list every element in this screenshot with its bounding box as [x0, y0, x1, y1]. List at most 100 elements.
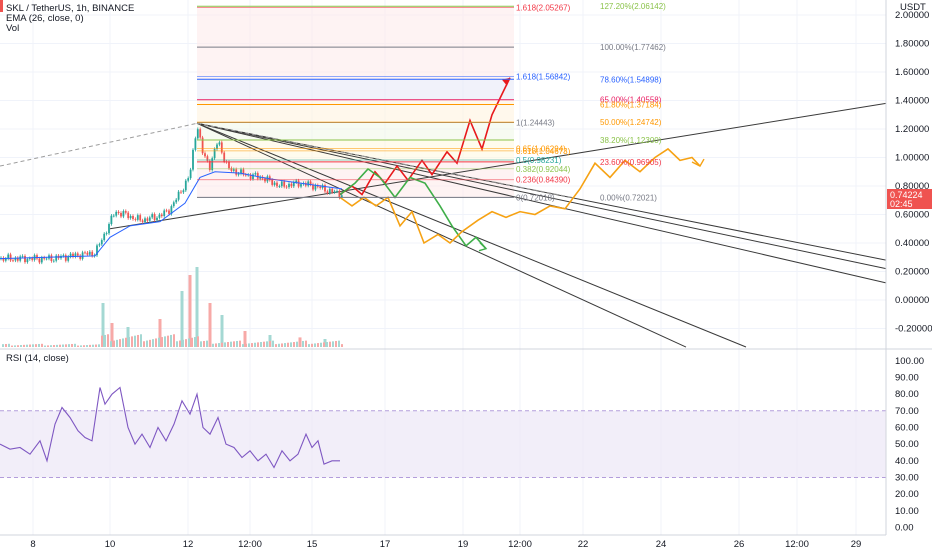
legend-symbol[interactable]: SKL / TetherUS, 1h, BINANCE: [6, 3, 134, 14]
volume-bar: [209, 344, 211, 347]
rsi-tick-label: 100.00: [895, 356, 924, 367]
volume-bar: [188, 275, 192, 347]
volume-bar: [287, 342, 289, 347]
candle-body: [244, 174, 247, 176]
candle-body: [314, 185, 317, 190]
fib-level-label: 50.00%(1.24742): [600, 118, 662, 127]
fib-level-label: 61.80%(1.37184): [600, 101, 662, 110]
candle-body: [136, 215, 139, 220]
candle-body: [309, 181, 312, 185]
volume-bar: [155, 338, 157, 347]
volume-bar: [278, 343, 280, 347]
orange-arrowhead: [691, 158, 705, 167]
rsi-tick-label: 0.00: [895, 523, 914, 534]
time-tick-label: 17: [380, 539, 391, 550]
trendline: [196, 122, 687, 348]
volume-bar: [5, 343, 7, 347]
volume-bar: [302, 340, 304, 347]
candle-body: [36, 255, 38, 259]
candle-body: [175, 199, 178, 203]
candle-body: [64, 255, 67, 261]
candle-body: [196, 129, 199, 139]
price-tick-label: 0.20000: [895, 267, 929, 278]
volume-bar: [74, 343, 76, 347]
last-price-value: 0.74224: [890, 190, 923, 200]
candle-body: [127, 212, 130, 219]
volume-layer: [2, 267, 343, 347]
candle-body: [168, 210, 170, 214]
time-tick-label: 22: [578, 539, 589, 550]
candle-body: [242, 169, 245, 175]
candle-body: [228, 161, 230, 169]
candle-body: [256, 173, 259, 179]
volume-bar: [248, 343, 250, 347]
volume-bar: [32, 344, 34, 347]
fib-retracement-label: 0.5(0.98231): [516, 156, 562, 165]
candle-body: [213, 149, 216, 159]
candle-body: [7, 254, 10, 259]
fib-zone: [197, 122, 514, 140]
fib-zone: [197, 99, 514, 105]
candle-body: [333, 191, 336, 193]
candle-body: [108, 224, 110, 234]
volume-bar: [116, 339, 118, 347]
fib-retracement-label: 1.618(1.56842): [516, 73, 571, 82]
volume-bar: [167, 335, 169, 347]
candle-body: [124, 211, 127, 213]
price-tick-label: 1.00000: [895, 153, 929, 164]
volume-bar: [305, 340, 307, 347]
fib-retracement-label: 0.618(1.04673): [516, 147, 571, 156]
candle-body: [151, 214, 154, 218]
volume-bar: [208, 303, 212, 347]
currency-label: USDT: [900, 2, 926, 13]
candle-body: [259, 176, 262, 179]
candle-body: [338, 191, 341, 198]
volume-bar: [275, 344, 277, 347]
price-tick-label: 1.60000: [895, 67, 929, 78]
rsi-tick-label: 20.00: [895, 489, 919, 500]
rsi-tick-label: 90.00: [895, 372, 919, 383]
volume-bar: [35, 344, 37, 347]
candle-body: [88, 251, 91, 255]
volume-bar: [266, 341, 268, 347]
candle-body: [230, 168, 233, 171]
volume-bar: [98, 344, 100, 347]
projection-path: [339, 147, 701, 245]
volume-bar: [92, 344, 94, 347]
volume-bar: [296, 341, 298, 347]
price-tick-label: 0.60000: [895, 210, 929, 221]
fib-level-label: 0.00%(0.72021): [600, 193, 657, 202]
candle-body: [103, 233, 106, 241]
volume-bar: [110, 323, 114, 347]
volume-bar: [38, 343, 40, 347]
volume-bar: [281, 343, 283, 347]
volume-bar: [83, 345, 85, 347]
candle-body: [148, 217, 151, 221]
volume-bar: [329, 341, 331, 347]
legend-vol[interactable]: Vol: [6, 23, 19, 34]
legend-rsi[interactable]: RSI (14, close): [6, 353, 69, 364]
rsi-tick-label: 30.00: [895, 472, 919, 483]
legend-ema[interactable]: EMA (26, close, 0): [6, 13, 84, 24]
time-tick-label: 15: [307, 539, 318, 550]
candle-body: [2, 257, 5, 261]
volume-bar: [23, 344, 25, 347]
trendline: [0, 122, 198, 167]
candle-body: [194, 138, 197, 150]
candle-body: [120, 213, 122, 217]
candle-body: [336, 191, 338, 192]
candle-body: [129, 215, 132, 219]
candle-body: [184, 180, 187, 191]
volume-bar: [203, 340, 205, 347]
volume-bar: [218, 343, 220, 347]
candle-body: [31, 258, 34, 260]
candle-body: [74, 253, 77, 257]
price-tick-label: 2.00000: [895, 10, 929, 21]
volume-bar: [59, 344, 61, 347]
candle-body: [300, 184, 302, 187]
volume-bar: [233, 341, 235, 347]
candle-body: [280, 181, 283, 187]
last-price-tag: [887, 189, 932, 209]
fib-zone: [197, 47, 514, 80]
